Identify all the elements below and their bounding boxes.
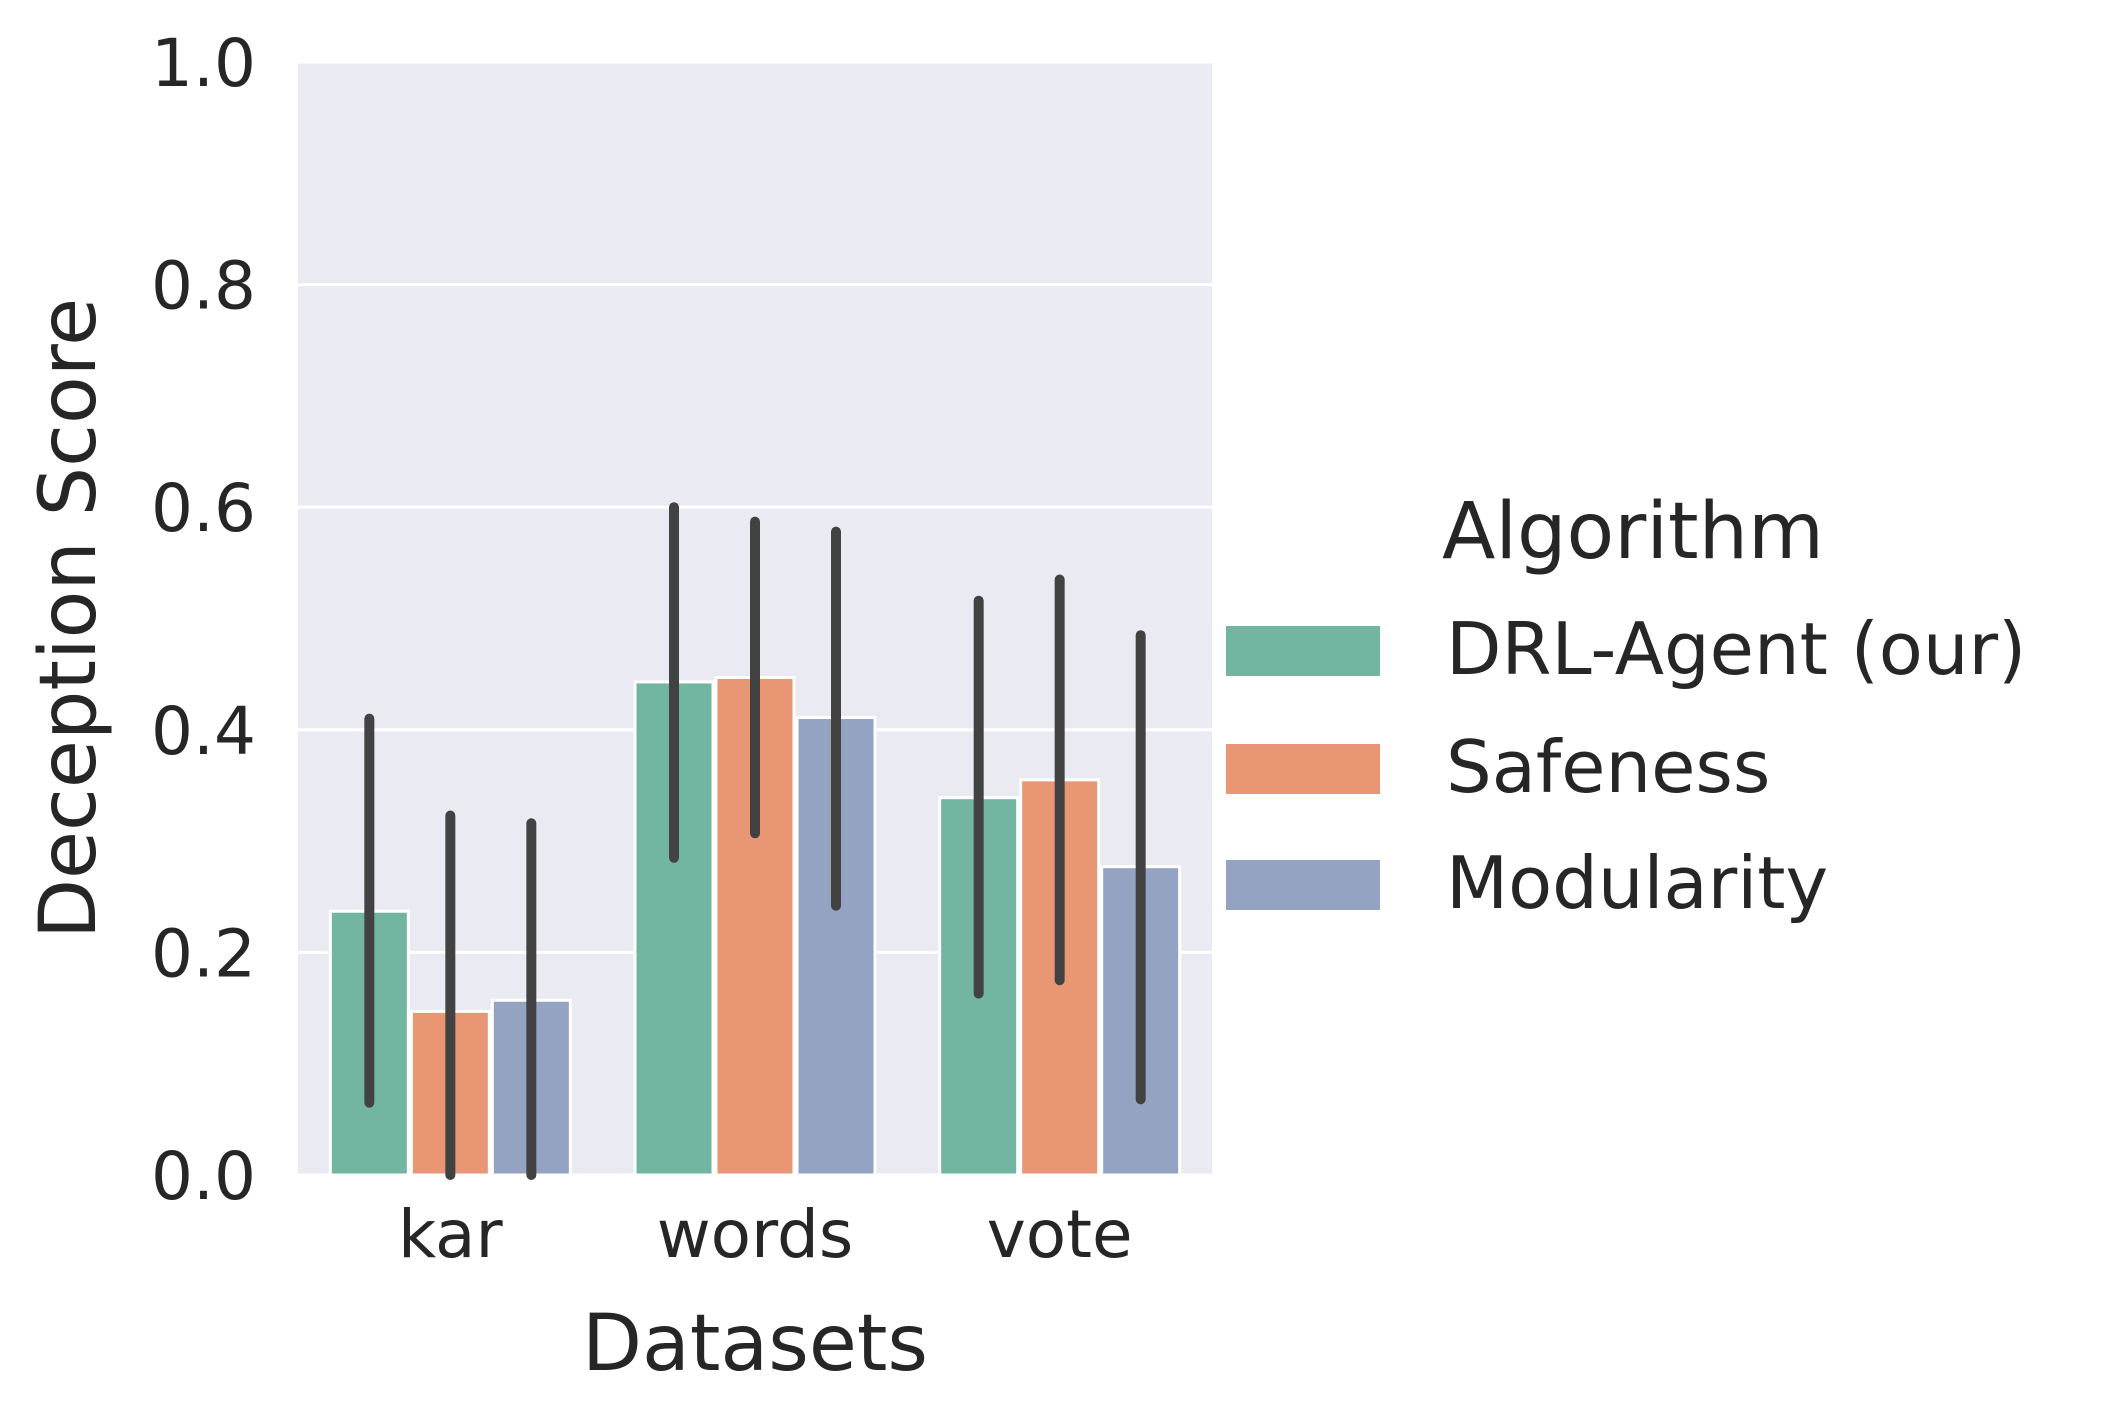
legend-label: Safeness bbox=[1446, 725, 1770, 809]
legend-label: Modularity bbox=[1446, 841, 1828, 925]
y-tick-label: 0.6 bbox=[151, 470, 256, 547]
x-tick-labels: kar words vote bbox=[398, 1196, 1133, 1273]
x-tick-label: kar bbox=[398, 1196, 504, 1273]
y-tick-label: 0.4 bbox=[151, 693, 256, 770]
legend: Algorithm DRL-Agent (our) Safeness Modular… bbox=[1226, 487, 2026, 925]
error-bars bbox=[364, 502, 1146, 1180]
y-tick-label: 0.0 bbox=[151, 1138, 256, 1215]
legend-swatch bbox=[1226, 860, 1380, 910]
x-tick-label: vote bbox=[987, 1196, 1133, 1273]
legend-title: Algorithm bbox=[1442, 487, 1824, 577]
y-tick-label: 1.0 bbox=[151, 25, 256, 102]
y-axis-title: Deception Score bbox=[24, 298, 114, 939]
y-tick-label: 0.8 bbox=[151, 248, 256, 325]
legend-label: DRL-Agent (our) bbox=[1446, 607, 2026, 691]
legend-swatch bbox=[1226, 626, 1380, 676]
x-axis-title: Datasets bbox=[582, 1299, 928, 1389]
x-tick-label: words bbox=[657, 1196, 854, 1273]
y-tick-labels: 0.0 0.2 0.4 0.6 0.8 1.0 bbox=[151, 25, 256, 1215]
legend-swatch bbox=[1226, 744, 1380, 794]
y-tick-label: 0.2 bbox=[151, 915, 256, 992]
